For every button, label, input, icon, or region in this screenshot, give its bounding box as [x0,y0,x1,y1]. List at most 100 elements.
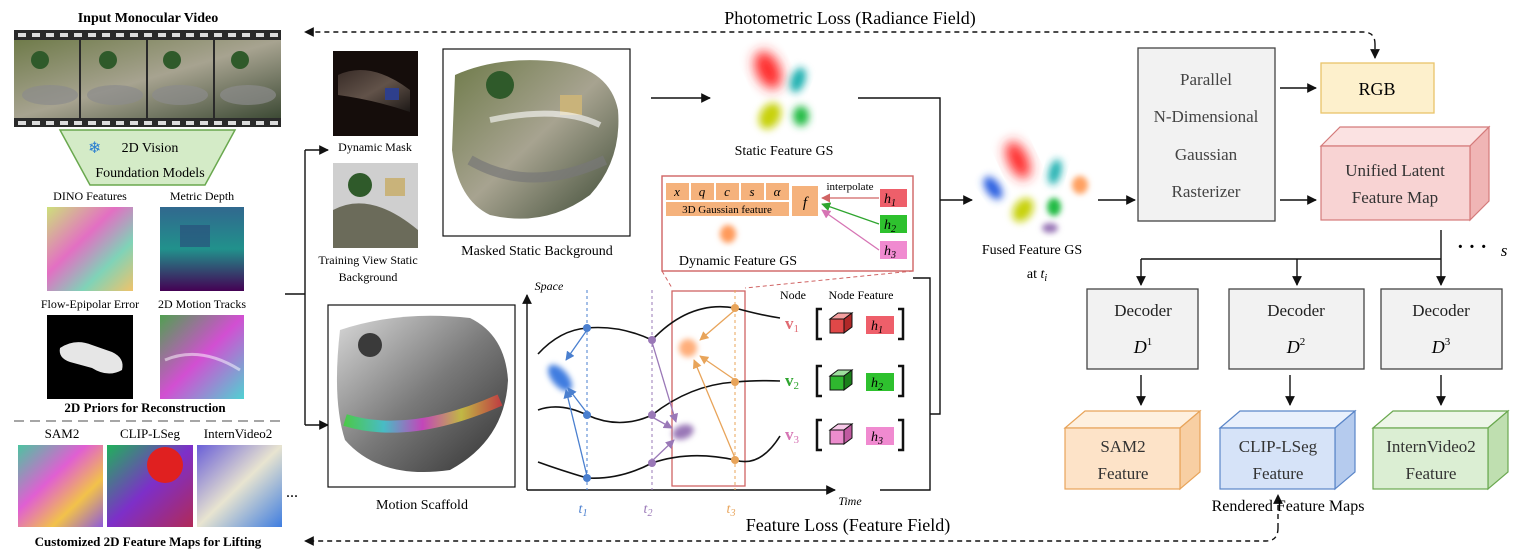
v2-cube-icon [828,369,854,391]
feature-label-intern: InternVideo2 [204,426,273,441]
interpolate-label: interpolate [826,181,873,193]
svg-text:h3: h3 [884,244,896,261]
dynamic-gs-box: x q c s α 3D Gaussian feature f interpol… [661,175,914,272]
v1-h-box [866,316,894,334]
svg-text:Rasterizer: Rasterizer [1172,182,1241,201]
t3-label: t3 [727,502,736,519]
feature-loss-arrow [304,527,1279,546]
svg-text:N-Dimensional: N-Dimensional [1154,107,1259,126]
training-view-image [333,163,418,248]
node-t2-v3 [648,459,656,467]
foundation-models-block: ❄ 2D Vision Foundation Models [58,129,237,186]
svg-text:Decoder: Decoder [1114,301,1172,320]
v1-label: v1 [785,314,799,335]
node-t2-v2 [648,411,656,419]
photometric-loss-label: Photometric Loss (Radiance Field) [724,8,975,29]
trajectory-v3 [537,435,781,480]
v2-label: v2 [785,371,799,392]
internvideo2-feature-image [197,445,282,527]
motion-scaffold-image [327,304,516,488]
feature-label-sam2: SAM2 [45,426,80,441]
svg-text:c: c [724,184,730,199]
rendered-feature-maps-label: Rendered Feature Maps [1212,498,1365,515]
node-t1-v3 [583,474,591,482]
v1-cube-icon [828,312,854,334]
svg-text:RGB: RGB [1358,79,1395,99]
photometric-loss-arrow [304,27,1376,45]
merge-connectors [858,97,973,491]
fused-gs-blobs [983,141,1088,233]
motion-scaffold-label: Motion Scaffold [376,498,468,513]
flow-epipolar-image [47,315,133,399]
node-t1-v2 [583,411,591,419]
space-time-plot: Space Time t1 t2 t3 [522,279,862,519]
left-branch-arrows [285,145,329,430]
dino-features-image [47,207,133,291]
prior-label-flow: Flow-Epipolar Error [41,297,139,311]
rgb-box: RGB [1320,62,1435,114]
decoder-branch-lines [1136,230,1446,286]
gaussian-feature-label: 3D Gaussian feature [682,204,772,216]
s-label: s [1501,241,1508,260]
svg-text:Decoder: Decoder [1267,301,1325,320]
fused-gs-label: Fused Feature GS [982,243,1082,258]
svg-text:Feature: Feature [1406,464,1457,483]
highlight-interval [671,290,746,487]
node-legend: Node Node Feature v1 v2 v3 h1 h2 [780,288,905,452]
svg-text:Decoder: Decoder [1412,301,1470,320]
gaussian-param-row: x q c s α 3D Gaussian feature [666,183,789,216]
masked-static-label: Masked Static Background [461,244,613,259]
prior-label-depth: Metric Depth [170,189,234,203]
v3-h-box [866,427,894,445]
fused-gs-time: at ti [1027,267,1048,284]
f-box [792,186,818,216]
node-t2-v1 [648,336,656,344]
svg-text:CLIP-LSeg: CLIP-LSeg [1239,437,1318,456]
node-t3-v2 [731,378,739,386]
rasterizer-box: Parallel N-Dimensional Gaussian Rasteriz… [1137,47,1276,222]
svg-text:h3: h3 [871,430,883,447]
svg-text:s: s [749,184,754,199]
svg-text:h2: h2 [884,218,896,235]
trajectory-v2 [537,379,781,424]
v3-cube-icon [828,423,854,445]
masked-static-background-image [442,48,631,237]
metric-depth-image [160,207,244,291]
node-header: Node [780,288,806,302]
foundation-line-1: 2D Vision [122,141,179,156]
training-view-label-1: Training View Static [318,253,417,267]
dynamic-mask-image [333,51,418,136]
decoder-output-arrows [1136,375,1446,406]
v2-h-box [866,373,894,391]
v3-label: v3 [785,425,800,446]
features-ellipsis: ... [286,484,298,501]
svg-text:h2: h2 [871,376,883,393]
motion-tracks-image [160,315,244,399]
svg-text:Feature: Feature [1098,464,1149,483]
svg-text:x: x [673,184,680,199]
h1-box [880,189,907,207]
features-caption: Customized 2D Feature Maps for Lifting [35,534,262,549]
static-gs-label: Static Feature GS [735,144,834,159]
svg-text:SAM2: SAM2 [1100,437,1145,456]
latent-feature-cube: Unified Latent Feature Map [1319,125,1491,222]
space-axis-label: Space [535,279,564,293]
svg-text:Parallel: Parallel [1180,70,1232,89]
svg-text:D3: D3 [1431,336,1451,357]
gaussian-t3 [679,339,697,357]
more-dots: · · · [1457,236,1487,258]
svg-text:h1: h1 [884,192,896,209]
f-label: f [803,195,809,211]
decoder-1: Decoder D1 [1086,288,1199,370]
input-video-title: Input Monocular Video [78,11,219,26]
sam2-feature-image [18,445,103,527]
gaussian-t1 [548,364,572,392]
trajectory-v1 [537,305,781,355]
svg-text:Gaussian: Gaussian [1175,145,1238,164]
feature-loss-label: Feature Loss (Feature Field) [746,515,950,536]
svg-text:α: α [774,184,782,199]
snowflake-icon: ❄ [88,138,101,157]
feature-label-clip: CLIP-LSeg [120,426,180,441]
svg-text:InternVideo2: InternVideo2 [1386,437,1476,456]
node-t3-v1 [731,304,739,312]
